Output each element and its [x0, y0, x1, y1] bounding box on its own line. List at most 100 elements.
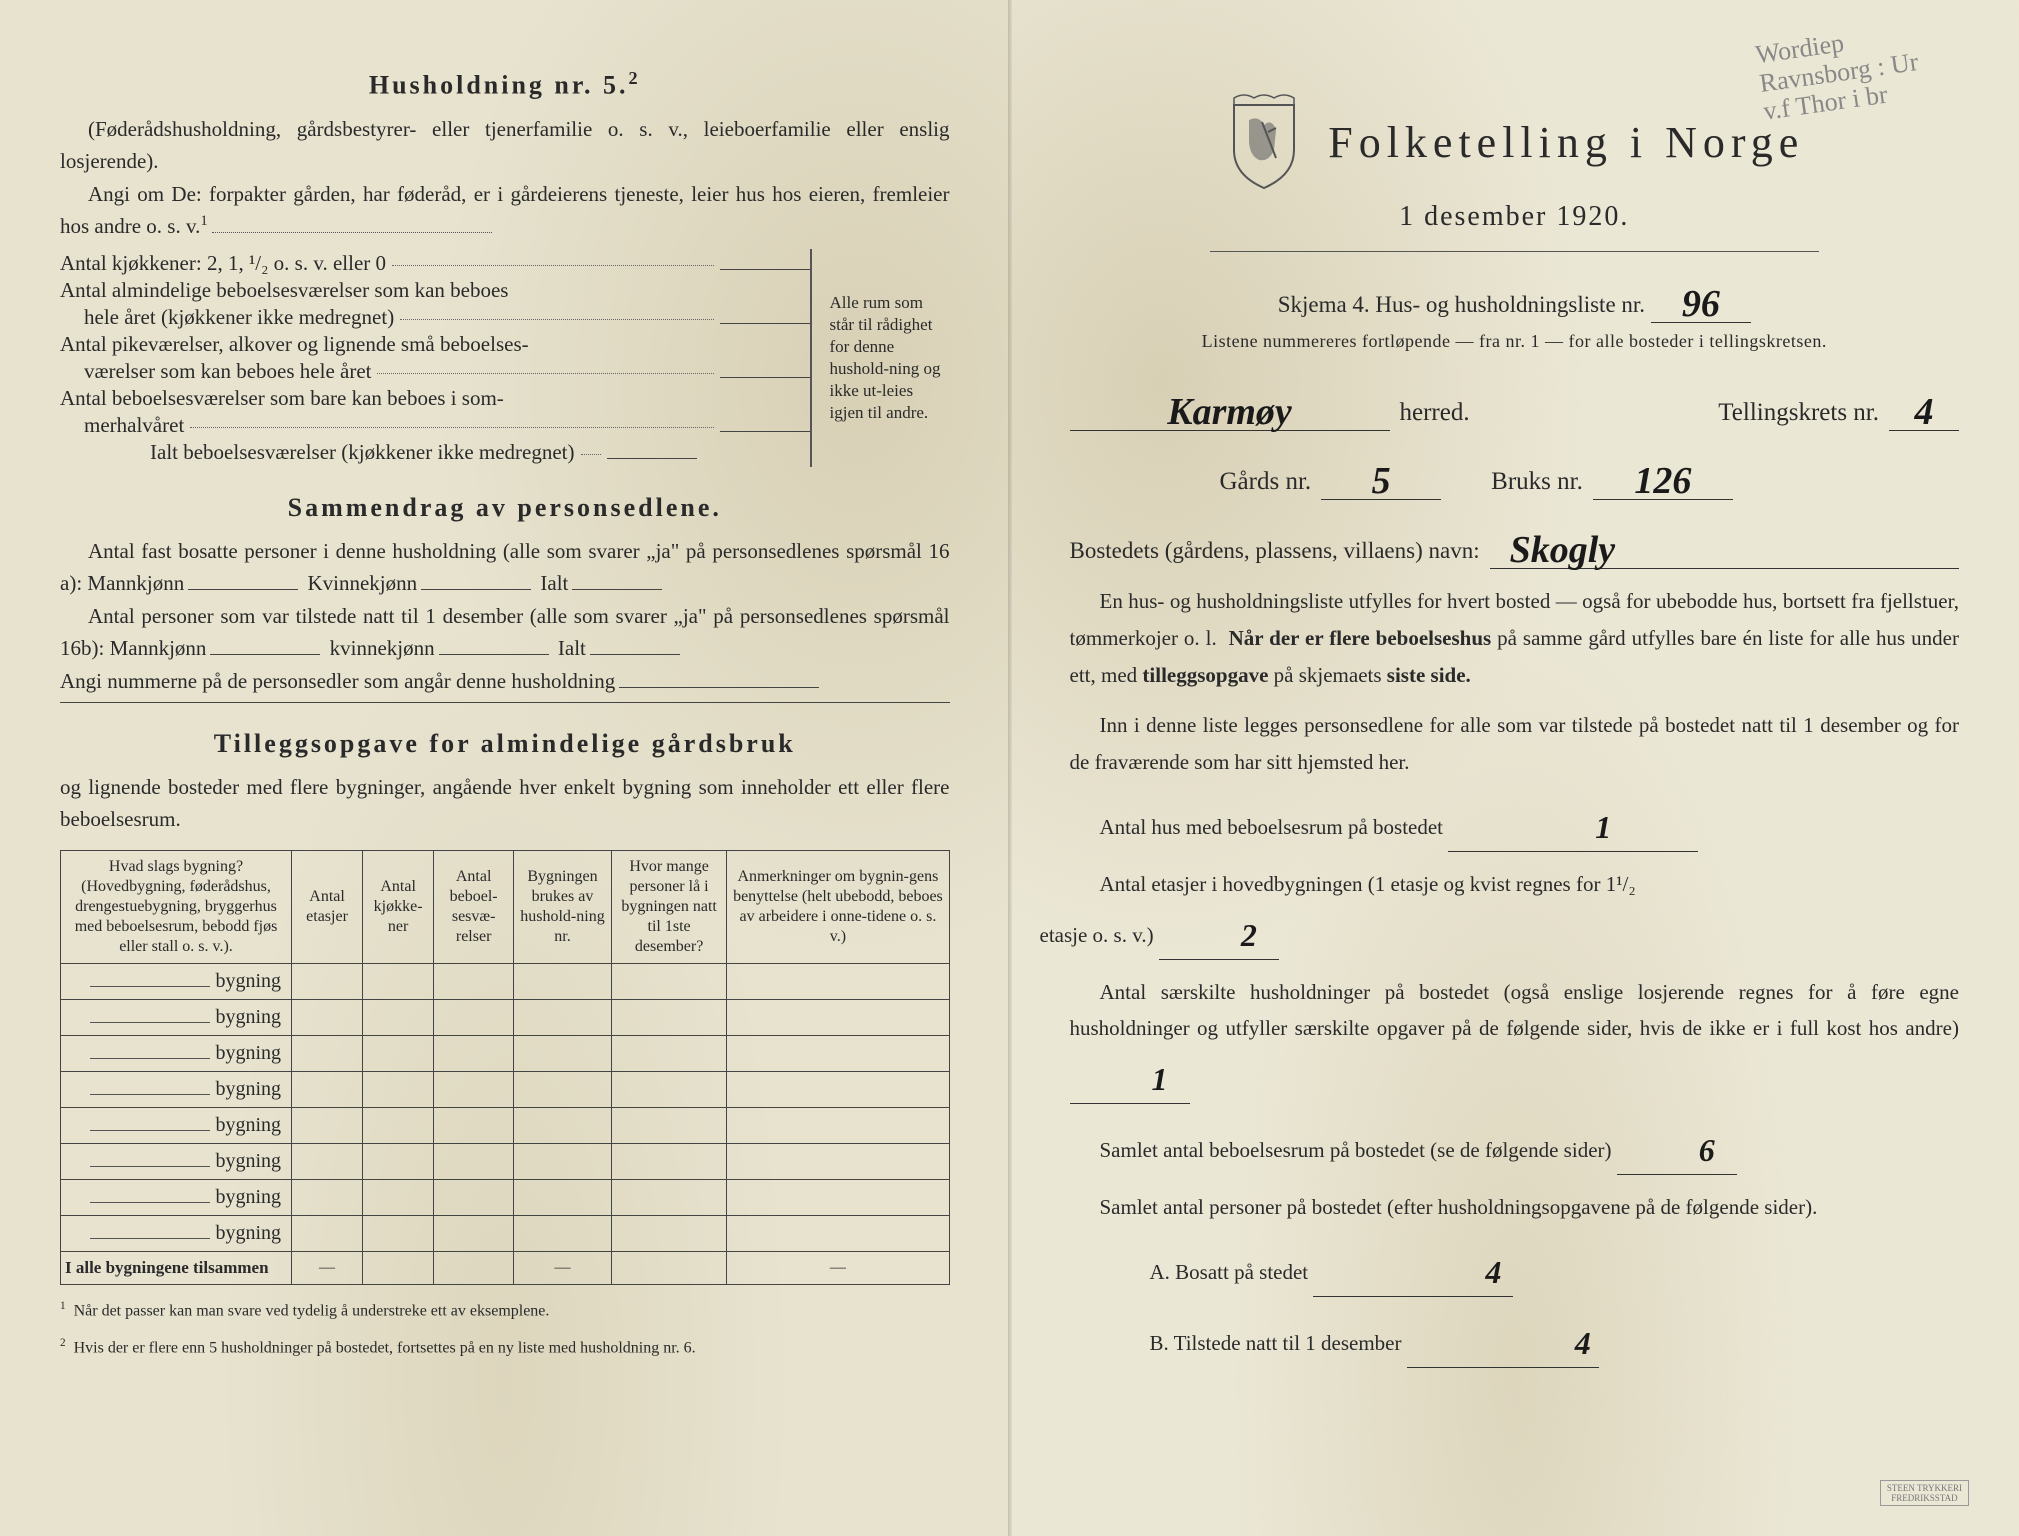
table-cell[interactable] — [611, 1107, 727, 1143]
skjema-nr-field[interactable]: 96 — [1651, 278, 1751, 323]
total-cell-5[interactable] — [611, 1251, 727, 1284]
row-almindelige-a: Antal almindelige beboelsesværelser som … — [60, 278, 810, 303]
sam1-m-blank[interactable] — [188, 589, 298, 590]
table-cell[interactable] — [611, 1143, 727, 1179]
row-label-cell[interactable]: bygning — [61, 1215, 292, 1251]
table-cell[interactable] — [727, 999, 949, 1035]
row-label-cell[interactable]: bygning — [61, 1179, 292, 1215]
sam3-blank[interactable] — [619, 687, 819, 688]
total-cell-2[interactable] — [363, 1251, 434, 1284]
table-cell[interactable] — [434, 999, 514, 1035]
r1-blank[interactable] — [720, 269, 810, 270]
table-cell[interactable] — [727, 963, 949, 999]
row-label-cell[interactable]: bygning — [61, 963, 292, 999]
table-cell[interactable] — [363, 1179, 434, 1215]
row-label-cell[interactable]: bygning — [61, 999, 292, 1035]
gards-field[interactable]: 5 — [1321, 455, 1441, 500]
table-cell[interactable] — [514, 1071, 612, 1107]
sammendrag-title: Sammendrag av personsedlene. — [60, 493, 950, 523]
th-5: Hvor mange personer lå i bygningen natt … — [611, 850, 727, 963]
total-cell-3[interactable] — [434, 1251, 514, 1284]
table-cell[interactable] — [292, 1179, 363, 1215]
herred-field[interactable]: Karmøy — [1070, 386, 1390, 431]
table-cell[interactable] — [611, 963, 727, 999]
table-cell[interactable] — [727, 1071, 949, 1107]
table-cell[interactable] — [434, 1071, 514, 1107]
r2a: Antal almindelige beboelsesværelser som … — [60, 278, 508, 303]
table-cell[interactable] — [727, 1179, 949, 1215]
table-cell[interactable] — [611, 1035, 727, 1071]
table-cell[interactable] — [363, 1071, 434, 1107]
r2-blank[interactable] — [720, 323, 810, 324]
row-label-cell[interactable]: bygning — [61, 1107, 292, 1143]
bosted-field[interactable]: Skogly — [1490, 524, 1959, 569]
table-cell[interactable] — [727, 1143, 949, 1179]
table-cell[interactable] — [292, 1035, 363, 1071]
herred-row: Karmøy herred. Tellingskrets nr. 4 — [1070, 386, 1960, 431]
row-label-cell[interactable]: bygning — [61, 1035, 292, 1071]
table-cell[interactable] — [611, 1179, 727, 1215]
table-cell[interactable] — [434, 1035, 514, 1071]
q3-field[interactable]: 1 — [1070, 1047, 1190, 1104]
row-label-cell[interactable]: bygning — [61, 1143, 292, 1179]
angi-sup: 1 — [200, 213, 207, 229]
table-cell[interactable] — [434, 1143, 514, 1179]
th-1: Antal etasjer — [292, 850, 363, 963]
sam1-k-blank[interactable] — [421, 589, 531, 590]
table-cell[interactable] — [727, 1107, 949, 1143]
bosted-value: Skogly — [1510, 528, 1616, 572]
herred-value: Karmøy — [1167, 390, 1292, 434]
q2-field[interactable]: 2 — [1159, 903, 1279, 960]
table-cell[interactable] — [434, 963, 514, 999]
table-cell[interactable] — [292, 1107, 363, 1143]
bruks-field[interactable]: 126 — [1593, 455, 1733, 500]
sam1-i-blank[interactable] — [572, 589, 662, 590]
table-cell[interactable] — [514, 1143, 612, 1179]
table-cell[interactable] — [292, 963, 363, 999]
table-cell[interactable] — [611, 999, 727, 1035]
q5b-field[interactable]: 4 — [1407, 1311, 1599, 1368]
table-cell[interactable] — [363, 1035, 434, 1071]
table-cell[interactable] — [514, 1107, 612, 1143]
table-cell[interactable] — [363, 1107, 434, 1143]
table-cell[interactable] — [292, 1143, 363, 1179]
sam2-k-blank[interactable] — [439, 654, 549, 655]
table-cell[interactable] — [292, 1215, 363, 1251]
table-cell[interactable] — [514, 1215, 612, 1251]
gards-value: 5 — [1372, 459, 1391, 503]
table-row: bygning — [61, 999, 950, 1035]
table-cell[interactable] — [434, 1107, 514, 1143]
table-cell[interactable] — [292, 999, 363, 1035]
table-cell[interactable] — [434, 1215, 514, 1251]
row-label-cell[interactable]: bygning — [61, 1071, 292, 1107]
table-cell[interactable] — [514, 1035, 612, 1071]
th-0: Hvad slags bygning? (Hovedbygning, føder… — [61, 850, 292, 963]
sam2-m-blank[interactable] — [210, 654, 320, 655]
table-cell[interactable] — [514, 999, 612, 1035]
table-cell[interactable] — [727, 1035, 949, 1071]
table-row: bygning — [61, 1215, 950, 1251]
table-cell[interactable] — [363, 999, 434, 1035]
table-cell[interactable] — [611, 1071, 727, 1107]
q4-field[interactable]: 6 — [1617, 1118, 1737, 1175]
table-cell[interactable] — [514, 1179, 612, 1215]
table-cell[interactable] — [363, 1143, 434, 1179]
q1-field[interactable]: 1 — [1448, 795, 1698, 852]
table-cell[interactable] — [611, 1215, 727, 1251]
fn2-text: Hvis der er flere enn 5 husholdninger på… — [74, 1339, 696, 1356]
angi-blank[interactable] — [212, 232, 492, 233]
table-cell[interactable] — [292, 1071, 363, 1107]
q4-label: Samlet antal beboelsesrum på bostedet (s… — [1100, 1138, 1612, 1162]
table-cell[interactable] — [363, 963, 434, 999]
bruks-value: 126 — [1634, 459, 1691, 503]
q5a-field[interactable]: 4 — [1313, 1240, 1513, 1297]
sam2-i-blank[interactable] — [590, 654, 680, 655]
r4-blank[interactable] — [720, 431, 810, 432]
krets-field[interactable]: 4 — [1889, 386, 1959, 431]
table-cell[interactable] — [363, 1215, 434, 1251]
r5-blank[interactable] — [607, 458, 697, 459]
table-cell[interactable] — [727, 1215, 949, 1251]
r3-blank[interactable] — [720, 377, 810, 378]
table-cell[interactable] — [514, 963, 612, 999]
table-cell[interactable] — [434, 1179, 514, 1215]
